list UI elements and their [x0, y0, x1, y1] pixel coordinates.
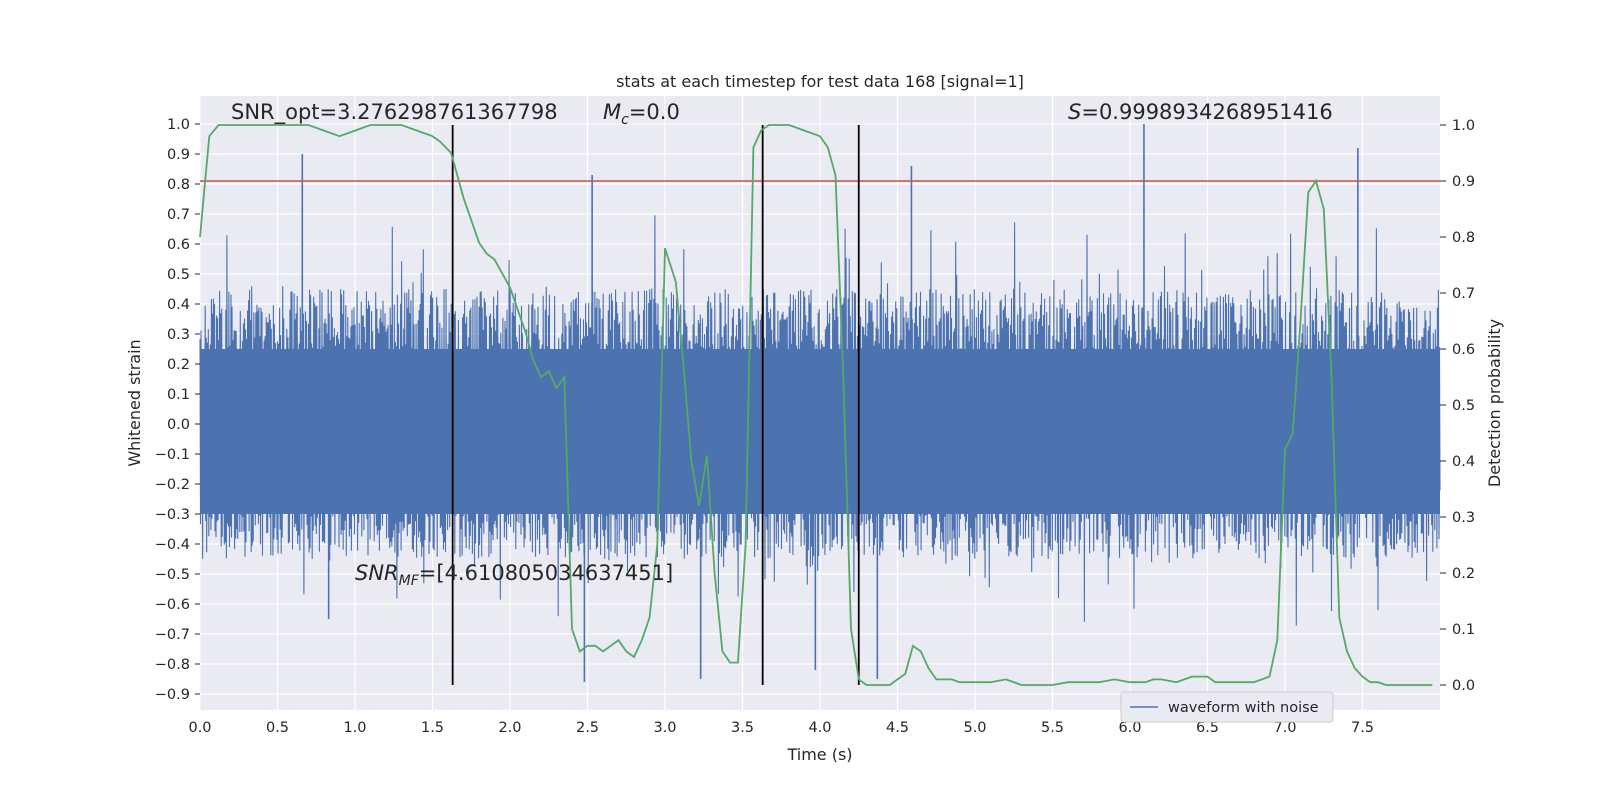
y-left-tick-label: −0.3: [155, 507, 190, 523]
y-left-tick-label: −0.8: [155, 657, 190, 673]
y-axis-label-right: Detection probability: [1485, 319, 1504, 487]
y-right-tick-label: 1.0: [1452, 118, 1475, 134]
x-tick-label: 5.0: [963, 720, 986, 736]
y-right-tick-label: 0.7: [1452, 286, 1475, 302]
x-tick-label: 6.0: [1118, 720, 1141, 736]
y-left-tick-label: 1.0: [167, 117, 190, 133]
y-left-tick-label: −0.2: [155, 477, 190, 493]
y-right-tick-label: 0.5: [1452, 398, 1475, 414]
y-left-tick-label: 0.4: [167, 297, 190, 313]
x-tick-label: 0.5: [266, 720, 289, 736]
snr-opt-annotation: SNR_opt=3.276298761367798: [231, 100, 558, 125]
chart-title: stats at each timestep for test data 168…: [616, 72, 1024, 91]
x-tick-label: 0.0: [188, 720, 211, 736]
y-left-tick-label: 0.7: [167, 207, 190, 223]
x-axis-label: Time (s): [786, 745, 852, 764]
y-left-tick-label: 0.2: [167, 357, 190, 373]
mc-annotation: Mc=0.0: [603, 100, 680, 128]
y-right-tick-label: 0.1: [1452, 622, 1475, 638]
y-left-tick-label: 0.9: [167, 147, 190, 163]
y-left-tick-label: −0.5: [155, 567, 190, 583]
y-left-tick-label: 0.6: [167, 237, 190, 253]
strain-series: [199, 124, 1441, 682]
probability-line: [199, 124, 1433, 686]
y-left-tick-label: 0.8: [167, 177, 190, 193]
x-tick-label: 4.5: [886, 720, 909, 736]
x-tick-label: 6.5: [1196, 720, 1219, 736]
y-left-tick-label: −0.6: [155, 597, 190, 613]
y-left-tick-label: 0.5: [167, 267, 190, 283]
y-left-tick-label: 0.0: [167, 417, 190, 433]
legend: waveform with noise: [1120, 691, 1334, 723]
y-right-tick-label: 0.0: [1452, 678, 1475, 694]
y-left-tick-label: −0.1: [155, 447, 190, 463]
x-tick-label: 1.0: [343, 720, 366, 736]
y-right-tick-label: 0.6: [1452, 342, 1475, 358]
snr-mf-annotation: SNRMF=[4.610805034637451]: [355, 561, 673, 589]
y-left-tick-label: 0.1: [167, 387, 190, 403]
x-tick-label: 5.5: [1041, 720, 1064, 736]
y-left-tick-label: −0.9: [155, 687, 190, 703]
y-right-tick-label: 0.9: [1452, 174, 1475, 190]
y-axis-label-left: Whitened strain: [125, 339, 144, 466]
x-tick-label: 7.5: [1351, 720, 1374, 736]
y-left-tick-label: −0.7: [155, 627, 190, 643]
y-right-tick-label: 0.2: [1452, 566, 1475, 582]
annotations: SNR_opt=3.276298761367798 Mc=0.0 S=0.99989…: [231, 100, 1333, 589]
y-right-tick-label: 0.8: [1452, 230, 1475, 246]
x-tick-label: 1.5: [421, 720, 444, 736]
legend-label: waveform with noise: [1168, 700, 1319, 716]
ticks: 0.0 0.5 1.0 1.5 2.0 2.5 3.0 3.5 4.0 4.5 5.0 5.5 6.0 6…: [155, 117, 1475, 736]
x-tick-label: 3.5: [731, 720, 754, 736]
x-tick-label: 7.0: [1273, 720, 1296, 736]
significance-annotation: S=0.9998934268951416: [1068, 100, 1333, 124]
y-left-tick-label: −0.4: [155, 537, 190, 553]
strain-trace: [199, 215, 1441, 626]
x-tick-label: 4.0: [808, 720, 831, 736]
x-tick-label: 3.0: [653, 720, 676, 736]
y-right-tick-label: 0.4: [1452, 454, 1475, 470]
x-tick-label: 2.5: [576, 720, 599, 736]
x-tick-label: 2.0: [498, 720, 521, 736]
legend-box: [1120, 691, 1334, 723]
y-right-tick-label: 0.3: [1452, 510, 1475, 526]
y-left-tick-label: 0.3: [167, 327, 190, 343]
probability-series: [199, 124, 1440, 686]
